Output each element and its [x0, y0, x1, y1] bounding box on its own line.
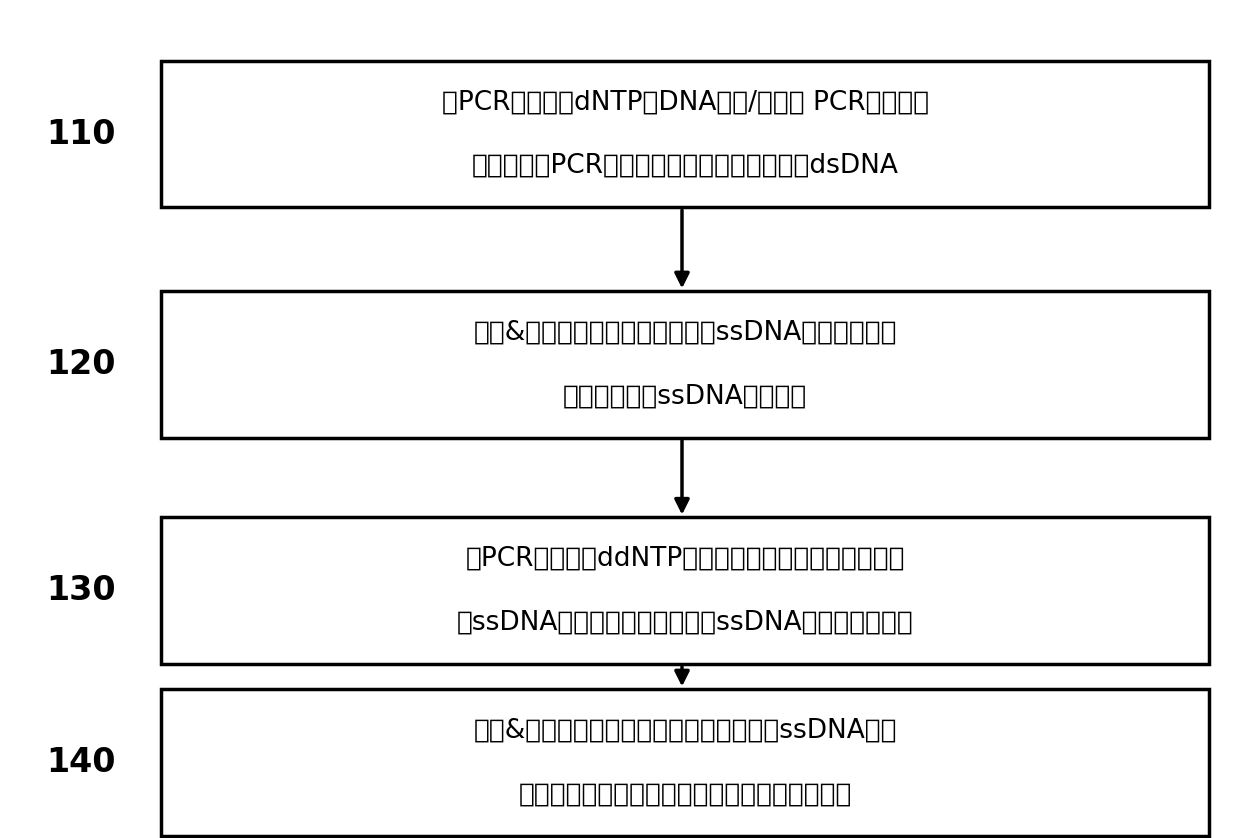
Bar	[161, 689, 1209, 836]
Text: 伸产物进行提纯，变性分离并获取游离延伸产物: 伸产物进行提纯，变性分离并获取游离延伸产物	[518, 781, 852, 808]
Text: 140: 140	[46, 746, 115, 779]
Text: 相衬底的目标ssDNA进行提纯: 相衬底的目标ssDNA进行提纯	[563, 383, 807, 410]
Text: 引入锚定有PCR第一引物的微流反应室，生成dsDNA: 引入锚定有PCR第一引物的微流反应室，生成dsDNA	[471, 153, 899, 179]
Text: 120: 120	[46, 348, 115, 381]
Text: 洗脱&变性处理，对锚定在固相衬底的目标ssDNA和延: 洗脱&变性处理，对锚定在固相衬底的目标ssDNA和延	[474, 717, 897, 744]
Bar	[161, 61, 1209, 208]
Text: 将PCR混合液、dNTP、DNA模板/全血、 PCR第二引物: 将PCR混合液、dNTP、DNA模板/全血、 PCR第二引物	[441, 89, 929, 116]
Bar	[161, 518, 1209, 664]
Text: 标ssDNA的微流反应室，生成与ssDNA互补的延伸产物: 标ssDNA的微流反应室，生成与ssDNA互补的延伸产物	[456, 609, 914, 636]
Text: 将PCR混合液、ddNTP、单碱基延伸引物引入锚定有目: 将PCR混合液、ddNTP、单碱基延伸引物引入锚定有目	[465, 546, 905, 572]
Text: 110: 110	[46, 117, 115, 151]
Text: 变性&洗脱处理，洗脱掉游离互补ssDNA，对锚定在固: 变性&洗脱处理，洗脱掉游离互补ssDNA，对锚定在固	[474, 319, 897, 346]
Text: 130: 130	[46, 574, 115, 608]
Bar	[161, 292, 1209, 438]
